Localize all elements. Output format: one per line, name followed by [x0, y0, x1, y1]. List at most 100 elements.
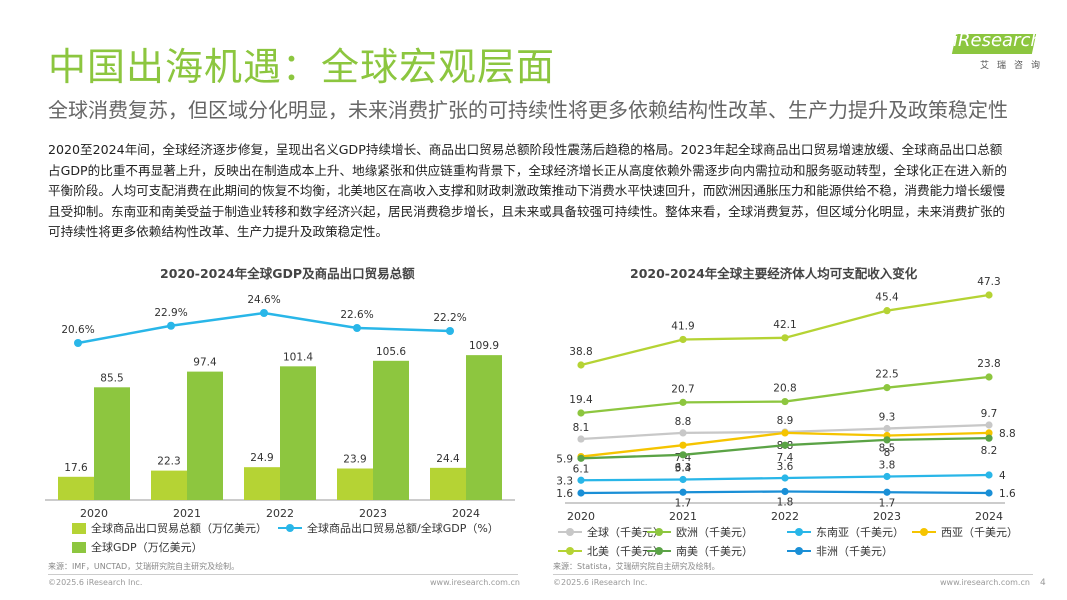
series-label-2: 4 — [999, 470, 1006, 482]
x-tick-label: 2022 — [266, 507, 294, 520]
series-label-1: 23.8 — [977, 358, 1000, 370]
chart1-title: 2020-2024年全球GDP及商品出口贸易总额 — [160, 266, 415, 281]
series-point-6 — [985, 489, 993, 497]
export-bar — [337, 468, 373, 500]
ratio-point — [74, 339, 82, 347]
x-tick-label: 2023 — [359, 507, 387, 520]
series-label-2: 3.6 — [777, 461, 794, 473]
ratio-point — [167, 321, 175, 330]
footer-divider-right — [553, 574, 1033, 575]
series-label-6: 1.8 — [777, 497, 794, 509]
footer-divider-left — [48, 574, 518, 575]
legend-sea: 东南亚（千美元） — [787, 524, 904, 540]
x-tick-label: 2024 — [452, 507, 480, 520]
series-label-0: 8.9 — [777, 415, 794, 427]
legend-westasia: 西亚（千美元） — [912, 524, 1018, 540]
chart1-source: 来源：IMF，UNCTAD，艾瑞研究院自主研究及绘制。 — [48, 562, 240, 571]
legend-africa: 非洲（千美元） — [787, 543, 893, 559]
series-label-3: 8.5 — [879, 443, 896, 455]
legend-ratio: 全球商品出口贸易总额/全球GDP（%） — [278, 520, 499, 536]
series-label-4: 45.4 — [875, 292, 899, 304]
series-label-1: 19.4 — [569, 394, 593, 406]
body-paragraph: 2020至2024年间，全球经济逐步修复，呈现出名义GDP持续增长、商品出口贸易… — [48, 142, 1007, 239]
series-point-6 — [679, 488, 687, 496]
series-point-3 — [985, 429, 993, 437]
footer-url-right: www.iresearch.com.cn — [940, 578, 1030, 587]
export-bar — [430, 467, 466, 500]
legend-europe: 欧洲（千美元） — [647, 524, 753, 540]
series-label-3: 6.1 — [573, 464, 590, 476]
series-point-2 — [985, 471, 993, 479]
logo-text: iResearch — [953, 30, 1042, 51]
gdp-bar-label: 97.4 — [193, 357, 217, 369]
series-label-0: 9.7 — [981, 408, 998, 420]
series-label-5: 8.2 — [981, 445, 998, 457]
ratio-point — [260, 309, 268, 317]
series-point-0 — [883, 424, 891, 433]
series-point-1 — [679, 398, 687, 406]
series-point-5 — [577, 454, 585, 462]
footer-copyright-left: ©2025.6 iResearch Inc. — [48, 578, 143, 587]
series-label-5: 6.3 — [675, 462, 692, 474]
series-label-5: 7.4 — [777, 452, 794, 464]
series-label-4: 42.1 — [773, 319, 796, 331]
series-label-2: 3.8 — [879, 460, 896, 472]
series-point-5 — [883, 436, 891, 444]
export-bar-label: 23.9 — [343, 453, 366, 465]
page-subtitle: 全球消费复苏，但区域分化明显，未来消费扩张的可持续性将更多依赖结构性改革、生产力… — [48, 98, 1008, 122]
series-point-4 — [577, 361, 585, 369]
gdp-bar-label: 105.6 — [376, 346, 406, 358]
series-point-0 — [679, 429, 687, 437]
gdp-bar — [94, 387, 130, 500]
legend-southamerica: 南美（千美元） — [647, 543, 753, 559]
chart1-bar-line: 17.6 85.5 2020 22.3 97.4 2021 24.9 101.4 2022 23.… — [45, 294, 515, 520]
series-point-1 — [883, 384, 891, 392]
page-title: 中国出海机遇：全球宏观层面 — [48, 45, 556, 89]
legend-export: 全球商品出口贸易总额（万亿美元） — [72, 520, 267, 536]
series-point-4 — [985, 291, 993, 299]
series-point-1 — [985, 373, 993, 381]
series-point-3 — [679, 441, 687, 449]
x-tick-label: 2022 — [771, 510, 799, 523]
ratio-label: 22.9% — [154, 307, 187, 319]
x-tick-label: 2020 — [80, 507, 108, 520]
series-point-0 — [985, 421, 993, 429]
logo-subtext: 艾瑞咨询 — [980, 61, 1049, 71]
series-label-1: 22.5 — [875, 369, 898, 381]
series-label-0: 8.8 — [675, 416, 692, 428]
gdp-bar-label: 109.9 — [469, 340, 499, 352]
ratio-label: 22.6% — [340, 309, 373, 321]
series-point-2 — [781, 474, 789, 482]
gdp-bar — [280, 366, 316, 500]
series-label-3: 8.8 — [999, 428, 1016, 440]
series-point-2 — [883, 472, 891, 481]
chart2-source: 来源：Statista，艾瑞研究院自主研究及绘制。 — [553, 562, 720, 571]
series-label-6: 1.6 — [999, 488, 1016, 500]
export-bar-label: 22.3 — [157, 456, 180, 468]
series-point-0 — [577, 435, 585, 443]
series-label-0: 8.1 — [573, 422, 590, 434]
series-label-6: 1.7 — [675, 497, 692, 509]
ratio-label: 20.6% — [61, 324, 94, 336]
series-label-1: 20.7 — [671, 383, 694, 395]
series-label-6: 1.7 — [879, 497, 896, 509]
gdp-bar-label: 85.5 — [100, 372, 123, 384]
series-label-5: 5.9 — [556, 453, 573, 465]
export-bar — [58, 476, 94, 500]
series-label-1: 20.8 — [773, 383, 796, 395]
series-point-4 — [883, 307, 891, 315]
export-bar-label: 24.9 — [250, 452, 273, 464]
series-point-1 — [577, 409, 585, 417]
gdp-bar-label: 101.4 — [283, 351, 313, 363]
series-point-4 — [781, 334, 789, 342]
gdp-bar — [187, 371, 223, 500]
series-point-5 — [679, 451, 687, 459]
export-bar-label: 24.4 — [436, 453, 460, 465]
series-point-5 — [781, 441, 789, 449]
series-point-3 — [781, 429, 789, 437]
series-label-4: 38.8 — [569, 346, 592, 358]
x-tick-label: 2021 — [173, 507, 201, 520]
series-point-6 — [781, 487, 789, 496]
ratio-label: 22.2% — [433, 312, 466, 324]
page-number: 4 — [1040, 578, 1046, 588]
